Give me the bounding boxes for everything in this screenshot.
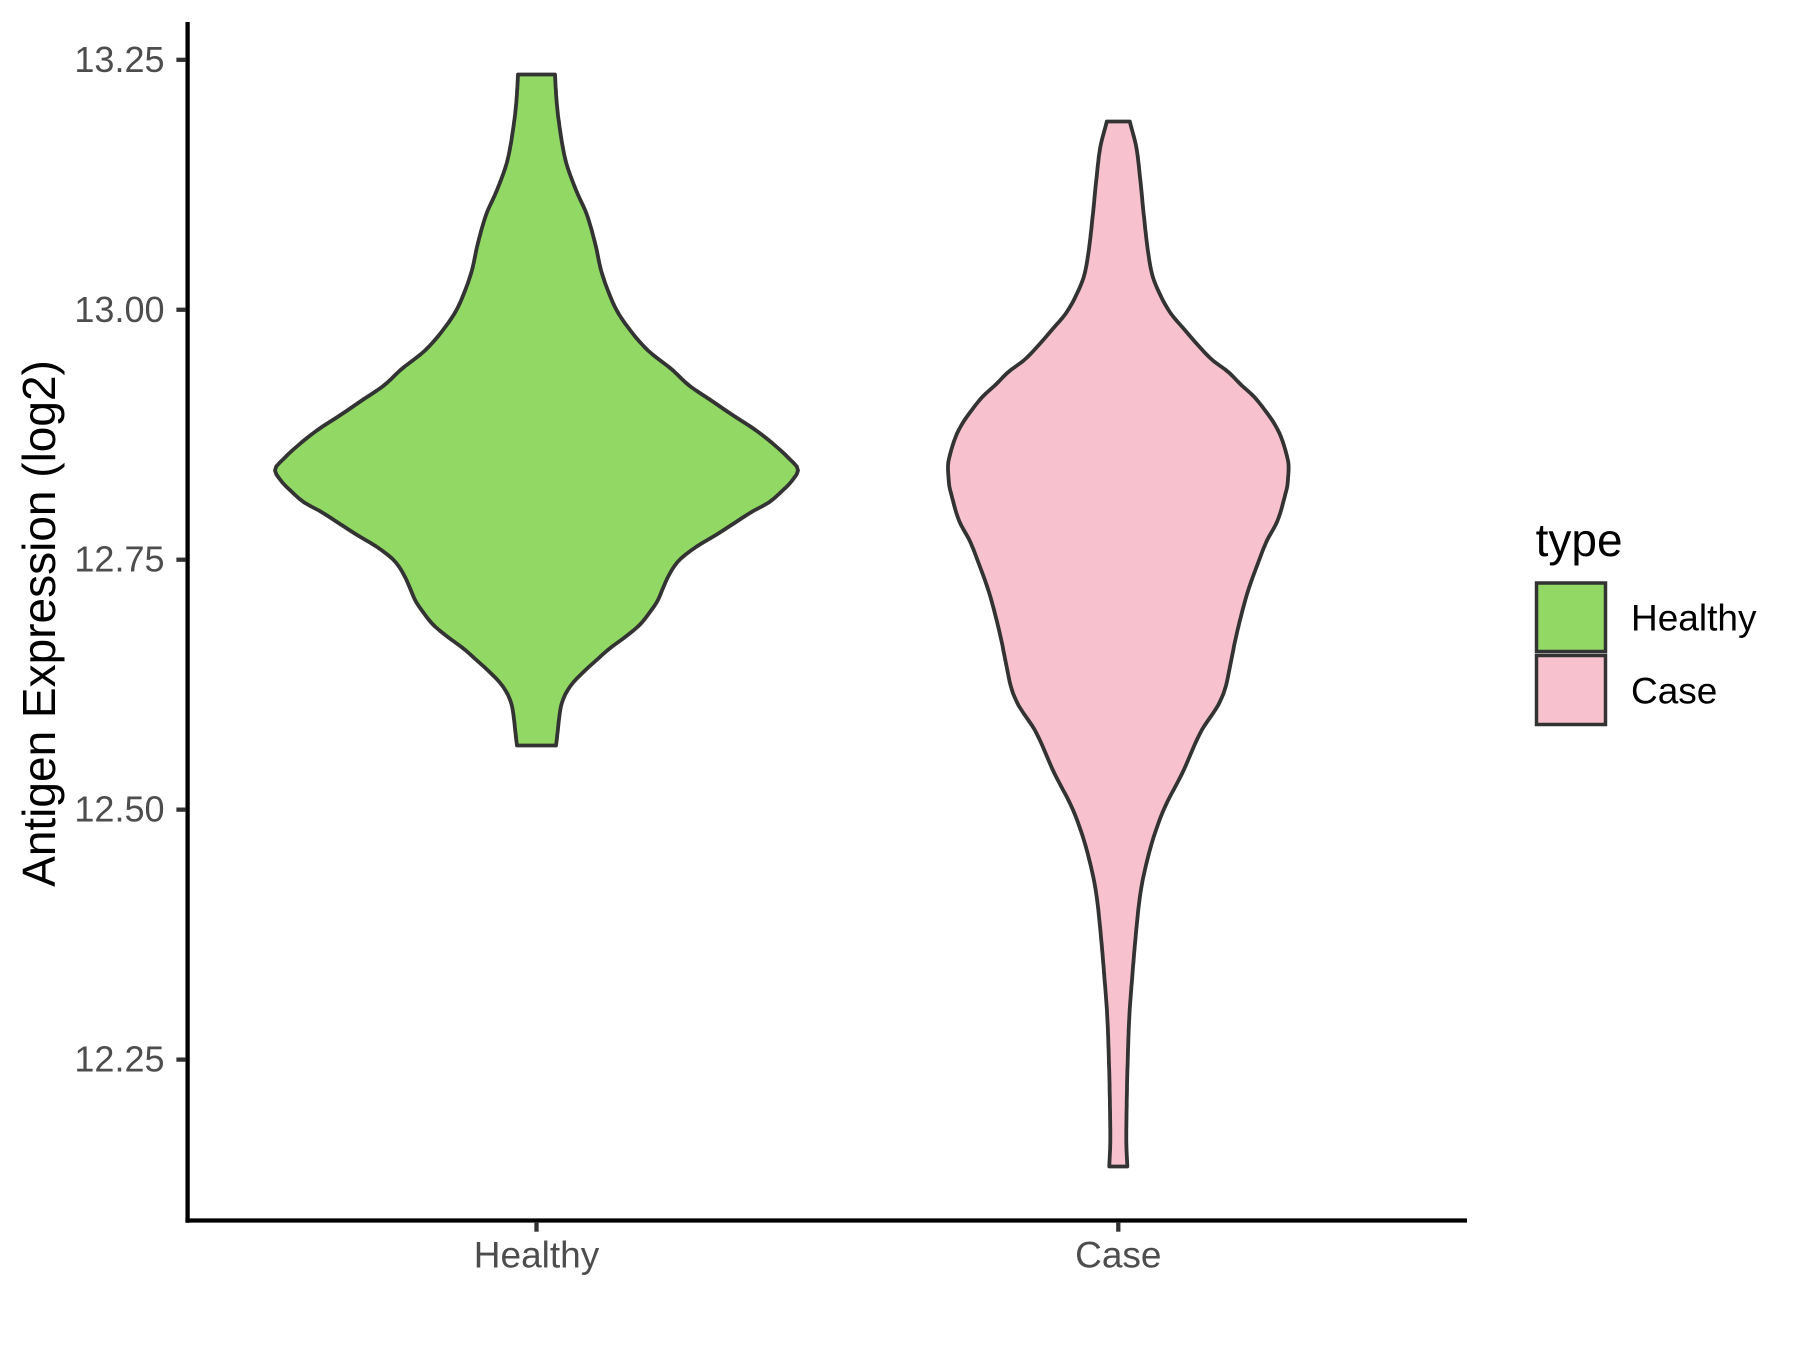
svg-text:type: type: [1536, 514, 1623, 566]
svg-text:Healthy: Healthy: [1631, 598, 1757, 639]
svg-text:Case: Case: [1075, 1235, 1161, 1276]
svg-text:Case: Case: [1631, 671, 1717, 712]
svg-text:Antigen Expression (log2): Antigen Expression (log2): [13, 360, 65, 887]
svg-text:12.75: 12.75: [74, 539, 164, 580]
svg-text:Healthy: Healthy: [474, 1235, 600, 1276]
svg-text:12.50: 12.50: [74, 789, 164, 830]
svg-text:12.25: 12.25: [74, 1039, 164, 1080]
svg-text:13.00: 13.00: [74, 289, 164, 330]
svg-text:13.25: 13.25: [74, 39, 164, 80]
